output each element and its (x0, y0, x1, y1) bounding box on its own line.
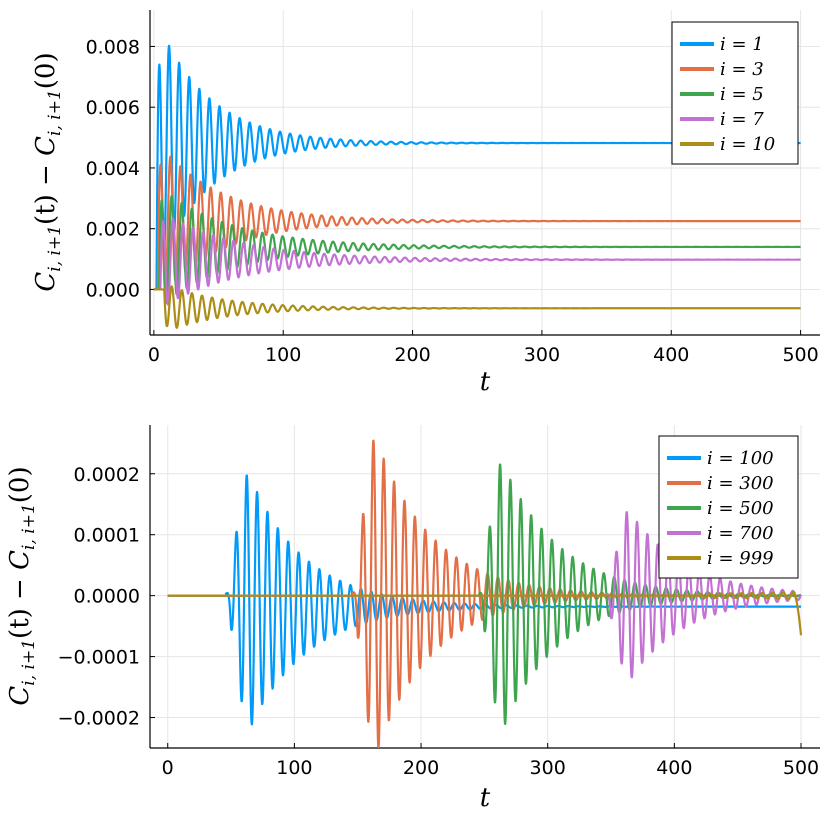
legend-label: i = 100 (707, 448, 774, 469)
bottom-chart-panel: 0 100 200 300 400 500 −0.0002 −0.0001 0.0000 0.00… (5, 425, 820, 813)
y-tick-label: 0.0000 (74, 586, 140, 608)
series-line-i10 (153, 285, 802, 329)
y-axis-label: Ci, i+1(t) − Ci, i+1(0) (5, 466, 39, 705)
series-line-i999 (166, 591, 803, 636)
legend-label: i = 5 (720, 84, 764, 105)
legend-label: i = 3 (720, 59, 764, 80)
x-tick-label: 400 (656, 757, 692, 779)
x-axis-label: t (480, 783, 491, 813)
y-tick-label: −0.0002 (58, 708, 140, 730)
legend-label: i = 300 (707, 473, 774, 494)
x-axis-label: t (480, 367, 491, 397)
y-tick-label: 0.0002 (74, 464, 140, 486)
x-tick-label: 200 (394, 344, 430, 366)
x-tick-label: 500 (783, 757, 819, 779)
x-tick-label: 100 (276, 757, 312, 779)
legend-label: i = 700 (707, 523, 774, 544)
legend: i = 1 i = 3 i = 5 i = 7 i = 10 (671, 21, 799, 165)
x-tick-label: 400 (653, 344, 689, 366)
legend-label: i = 500 (707, 498, 774, 519)
x-tick-label: 0 (148, 344, 160, 366)
y-tick-label: 0.000 (86, 279, 140, 301)
legend: i = 100 i = 300 i = 500 i = 700 i = 999 (658, 435, 799, 579)
y-tick-label: 0.0001 (74, 525, 140, 547)
series-line-i7 (153, 217, 802, 306)
y-tick-label: 0.006 (86, 97, 140, 119)
x-tick-label: 0 (162, 757, 174, 779)
y-tick-label: 0.004 (86, 158, 140, 180)
x-tick-label: 100 (265, 344, 301, 366)
x-tick-label: 300 (530, 757, 566, 779)
legend-label: i = 999 (707, 548, 774, 569)
x-tick-label: 300 (524, 344, 560, 366)
y-tick-label: −0.0001 (58, 647, 140, 669)
x-tick-label: 500 (782, 344, 818, 366)
y-tick-label: 0.008 (86, 36, 140, 58)
x-tick-label: 200 (403, 757, 439, 779)
legend-label: i = 1 (720, 34, 764, 55)
top-chart-panel: 0 100 200 300 400 500 0.000 0.002 0.004 0.006 0.00… (31, 10, 820, 397)
series-line-i5 (153, 195, 802, 304)
legend-label: i = 7 (720, 109, 764, 130)
y-tick-label: 0.002 (86, 219, 140, 241)
series-group (166, 439, 803, 748)
legend-label: i = 10 (720, 134, 775, 155)
y-axis-label: Ci, i+1(t) − Ci, i+1(0) (31, 52, 65, 291)
series-line-i3 (153, 155, 802, 294)
